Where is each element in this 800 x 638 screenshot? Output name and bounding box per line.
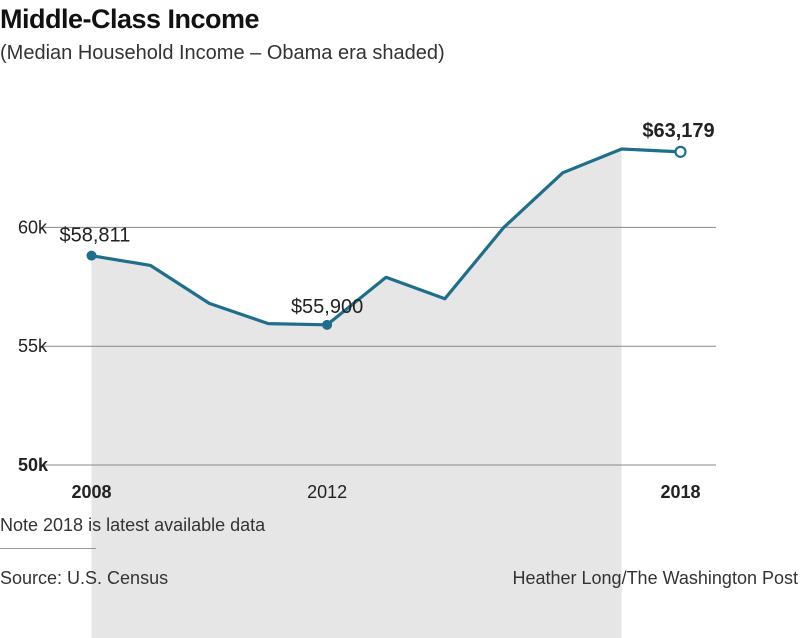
y-tick-label: 50k [18, 455, 49, 475]
y-tick-label: 55k [18, 336, 48, 356]
data-label: $63,179 [642, 120, 714, 142]
source-line: Source: U.S. Census [0, 568, 169, 588]
data-point-marker [674, 145, 687, 158]
chart-note: Note 2018 is latest available data [0, 515, 266, 535]
data-label: $55,900 [291, 296, 363, 318]
data-point-marker [86, 250, 97, 261]
x-tick-label: 2018 [660, 482, 700, 502]
x-tick-label: 2012 [307, 482, 347, 502]
credit-line: Heather Long/The Washington Post [512, 568, 798, 588]
x-tick-label: 2008 [71, 482, 111, 502]
y-tick-label: 60k [18, 217, 48, 237]
chart-title: Middle-Class Income [0, 4, 260, 34]
obama-era-shading [91, 149, 622, 638]
note-divider [0, 548, 96, 549]
income-series-line [89, 147, 683, 327]
data-point-marker [322, 319, 333, 330]
chart-subtitle: (Median Household Income – Obama era sha… [0, 42, 445, 64]
data-label: $58,811 [60, 225, 131, 247]
